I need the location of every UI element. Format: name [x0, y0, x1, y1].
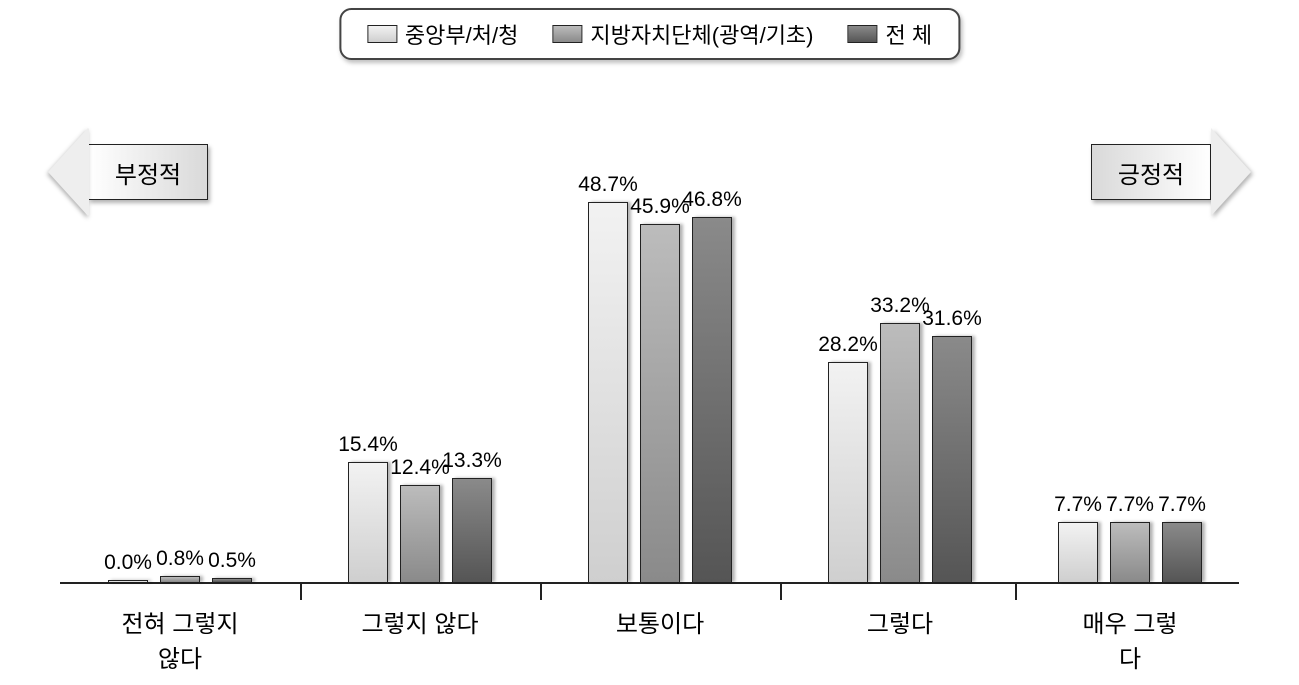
bar: 7.7% [1162, 522, 1202, 582]
bar-value-label: 15.4% [338, 433, 398, 457]
bar-value-label: 0.0% [104, 551, 152, 575]
bar: 48.7% [588, 202, 628, 582]
axis-tick [540, 584, 542, 600]
legend-label: 전 체 [886, 18, 933, 50]
bar-group: 28.2% 33.2% 31.6% [828, 323, 972, 582]
x-axis-line [60, 582, 1239, 584]
category-label: 그렇다 [867, 604, 933, 639]
bar: 13.3% [452, 478, 492, 582]
bar-group: 15.4% 12.4% 13.3% [348, 462, 492, 582]
bar-value-label: 28.2% [818, 333, 878, 357]
legend-item: 지방자치단체(광역/기초) [552, 18, 813, 50]
bar-value-label: 33.2% [870, 294, 930, 318]
bar-value-label: 31.6% [922, 307, 982, 331]
bar: 7.7% [1058, 522, 1098, 582]
legend: 중앙부/처/청 지방자치단체(광역/기초) 전 체 [339, 8, 960, 60]
bar: 31.6% [932, 336, 972, 582]
category-label: 그렇지 않다 [361, 604, 478, 639]
bar-group: 7.7% 7.7% 7.7% [1058, 522, 1202, 582]
bar-value-label: 45.9% [630, 195, 690, 219]
axis-tick [1015, 584, 1017, 600]
bar-value-label: 0.5% [208, 549, 256, 573]
bar: 46.8% [692, 217, 732, 582]
bar-group: 0.0% 0.8% 0.5% [108, 576, 252, 582]
axis-tick [300, 584, 302, 600]
legend-item: 전 체 [848, 18, 933, 50]
bar: 7.7% [1110, 522, 1150, 582]
bar: 0.0% [108, 580, 148, 582]
legend-item: 중앙부/처/청 [367, 18, 518, 50]
bar: 45.9% [640, 224, 680, 582]
bar-value-label: 7.7% [1106, 493, 1154, 517]
bar-value-label: 7.7% [1158, 493, 1206, 517]
legend-swatch-2 [848, 25, 878, 43]
legend-swatch-0 [367, 25, 397, 43]
category-label: 보통이다 [616, 604, 704, 639]
legend-label: 중앙부/처/청 [405, 18, 518, 50]
bar-value-label: 48.7% [578, 173, 638, 197]
axis-tick [780, 584, 782, 600]
legend-label: 지방자치단체(광역/기초) [590, 18, 813, 50]
bar-value-label: 46.8% [682, 188, 742, 212]
bar: 0.8% [160, 576, 200, 582]
bar: 12.4% [400, 485, 440, 582]
bar-value-label: 12.4% [390, 456, 450, 480]
bar: 33.2% [880, 323, 920, 582]
bar-group: 48.7% 45.9% 46.8% [588, 202, 732, 582]
bar: 15.4% [348, 462, 388, 582]
category-label: 전혀 그렇지 않다 [121, 604, 238, 674]
legend-swatch-1 [552, 25, 582, 43]
chart-plot-area: 0.0%0.8%0.5%전혀 그렇지 않다15.4%12.4%13.3%그렇지 … [60, 90, 1239, 645]
bar-value-label: 0.8% [156, 547, 204, 571]
bar: 28.2% [828, 362, 868, 582]
bar-value-label: 7.7% [1054, 493, 1102, 517]
bar: 0.5% [212, 578, 252, 582]
category-label: 매우 그렇다 [1076, 604, 1185, 674]
bar-value-label: 13.3% [442, 449, 502, 473]
